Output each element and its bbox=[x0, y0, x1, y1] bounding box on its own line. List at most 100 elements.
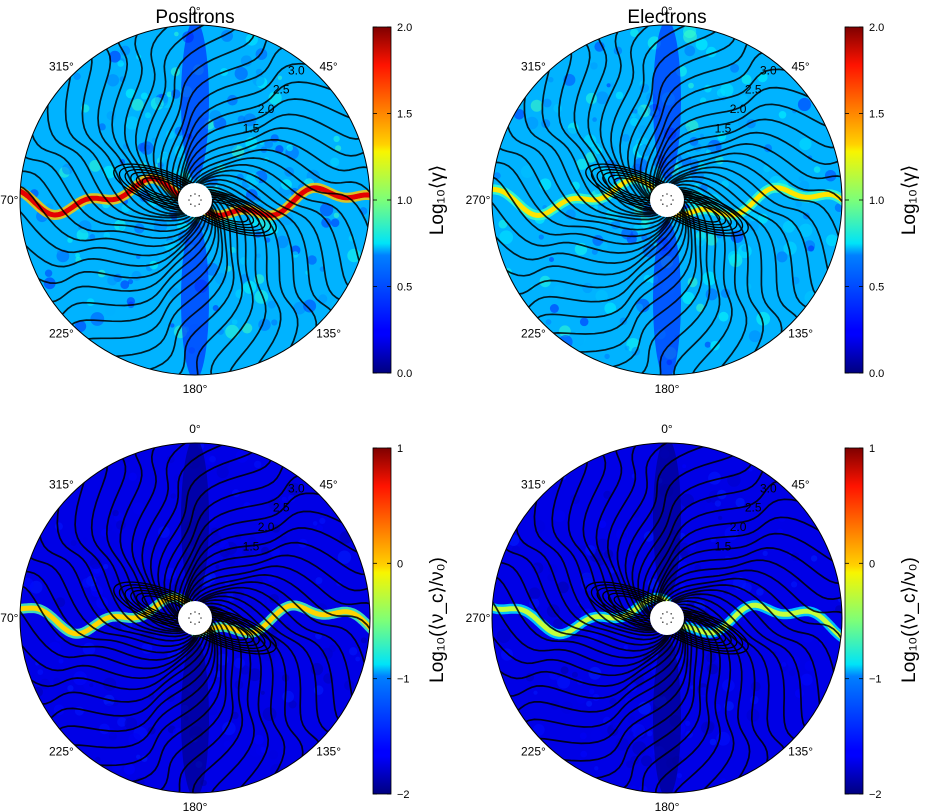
field-line bbox=[52, 208, 214, 323]
map-speckle bbox=[704, 341, 711, 348]
field-line bbox=[20, 599, 201, 670]
field-line bbox=[551, 459, 657, 634]
colorbar-gradient bbox=[372, 447, 392, 795]
map-speckle bbox=[120, 45, 131, 56]
colorbar-tick-label: 0 bbox=[869, 558, 875, 570]
field-loop bbox=[585, 581, 685, 631]
theta-label: 0° bbox=[661, 422, 673, 436]
field-line bbox=[199, 591, 348, 729]
map-speckle bbox=[507, 534, 520, 546]
map-speckle bbox=[171, 488, 184, 502]
colorbar-tick-label: −1 bbox=[869, 674, 882, 686]
map-speckle bbox=[559, 325, 571, 338]
map-speckle bbox=[680, 493, 694, 508]
map-speckle bbox=[240, 55, 252, 67]
radial-tick-label: 2.0 bbox=[258, 102, 275, 116]
map-speckle bbox=[106, 530, 117, 541]
field-line bbox=[20, 631, 207, 691]
map-speckle bbox=[714, 500, 722, 507]
map-speckle bbox=[335, 145, 342, 152]
map-speckle bbox=[234, 66, 248, 81]
field-line bbox=[648, 68, 807, 193]
map-speckle bbox=[256, 562, 270, 577]
field-line bbox=[679, 606, 751, 793]
field-line bbox=[184, 127, 370, 187]
map-speckle bbox=[262, 707, 277, 721]
map-speckle bbox=[166, 91, 173, 98]
current-sheet-core bbox=[664, 185, 842, 218]
colorbar-tick-label: −2 bbox=[869, 789, 882, 801]
map-speckle bbox=[735, 497, 745, 508]
map-speckle bbox=[318, 294, 328, 304]
map-speckle bbox=[557, 581, 569, 594]
map-speckle bbox=[704, 721, 715, 731]
field-line bbox=[492, 573, 670, 659]
map-speckle bbox=[714, 228, 724, 239]
colorbar-tick-label: −1 bbox=[397, 674, 410, 686]
star-center-dot bbox=[660, 617, 662, 619]
map-speckle bbox=[632, 106, 646, 119]
map-speckle bbox=[330, 157, 340, 167]
colorbar-tick-label: 1 bbox=[397, 443, 403, 455]
map-speckle bbox=[280, 535, 287, 542]
map-speckle bbox=[232, 588, 245, 600]
map-speckle bbox=[611, 722, 618, 729]
map-speckle bbox=[558, 335, 573, 349]
map-speckle bbox=[804, 290, 818, 305]
field-line bbox=[518, 209, 685, 315]
field-line bbox=[181, 510, 362, 607]
map-speckle bbox=[254, 460, 262, 469]
colorbar-label-nu-0: Log₁₀(⟨ν_c⟩/ν₀) bbox=[427, 557, 448, 683]
field-line bbox=[541, 52, 659, 218]
field-loop bbox=[649, 187, 749, 237]
map-speckle bbox=[595, 289, 608, 303]
theta-label: 135° bbox=[788, 327, 813, 341]
map-speckle bbox=[123, 763, 135, 775]
star-center-dot bbox=[666, 193, 668, 195]
map-speckle bbox=[128, 472, 137, 481]
star-center-dot bbox=[198, 203, 200, 205]
theta-label: 135° bbox=[316, 327, 341, 341]
map-speckle bbox=[112, 509, 119, 517]
map-speckle bbox=[576, 158, 588, 170]
map-speckle bbox=[813, 166, 821, 173]
theta-label: 45° bbox=[320, 477, 338, 491]
map-speckle bbox=[172, 710, 180, 718]
field-line bbox=[20, 183, 200, 248]
field-line bbox=[660, 569, 842, 623]
map-speckle bbox=[282, 690, 295, 703]
field-line bbox=[654, 103, 840, 188]
map-speckle bbox=[756, 588, 764, 596]
field-line bbox=[665, 160, 842, 259]
map-speckle bbox=[718, 311, 729, 322]
map-speckle bbox=[268, 110, 276, 118]
field-line bbox=[654, 612, 712, 793]
map-speckle bbox=[582, 282, 593, 294]
map-speckle bbox=[496, 629, 511, 643]
field-loop bbox=[649, 605, 749, 655]
map-speckle bbox=[615, 91, 624, 100]
map-speckle bbox=[103, 232, 111, 239]
field-line bbox=[26, 629, 209, 706]
map-speckle bbox=[778, 111, 787, 119]
field-line bbox=[503, 210, 682, 296]
field-line bbox=[149, 443, 241, 621]
field-loop bbox=[113, 163, 213, 213]
map-speckle bbox=[303, 299, 317, 313]
map-speckle bbox=[302, 201, 308, 207]
map-speckle bbox=[39, 678, 51, 690]
map-speckle bbox=[316, 525, 323, 532]
map-speckle bbox=[37, 669, 44, 675]
map-speckle bbox=[237, 115, 246, 124]
map-speckle bbox=[538, 234, 544, 240]
star-center-dot bbox=[662, 613, 664, 615]
field-line bbox=[90, 454, 184, 633]
map-speckle bbox=[140, 630, 155, 645]
field-line bbox=[661, 152, 842, 221]
field-line bbox=[639, 33, 755, 199]
field-line bbox=[675, 183, 783, 353]
field-line bbox=[197, 586, 358, 713]
field-line bbox=[200, 595, 339, 740]
map-speckle bbox=[140, 92, 148, 100]
field-line bbox=[60, 625, 216, 750]
